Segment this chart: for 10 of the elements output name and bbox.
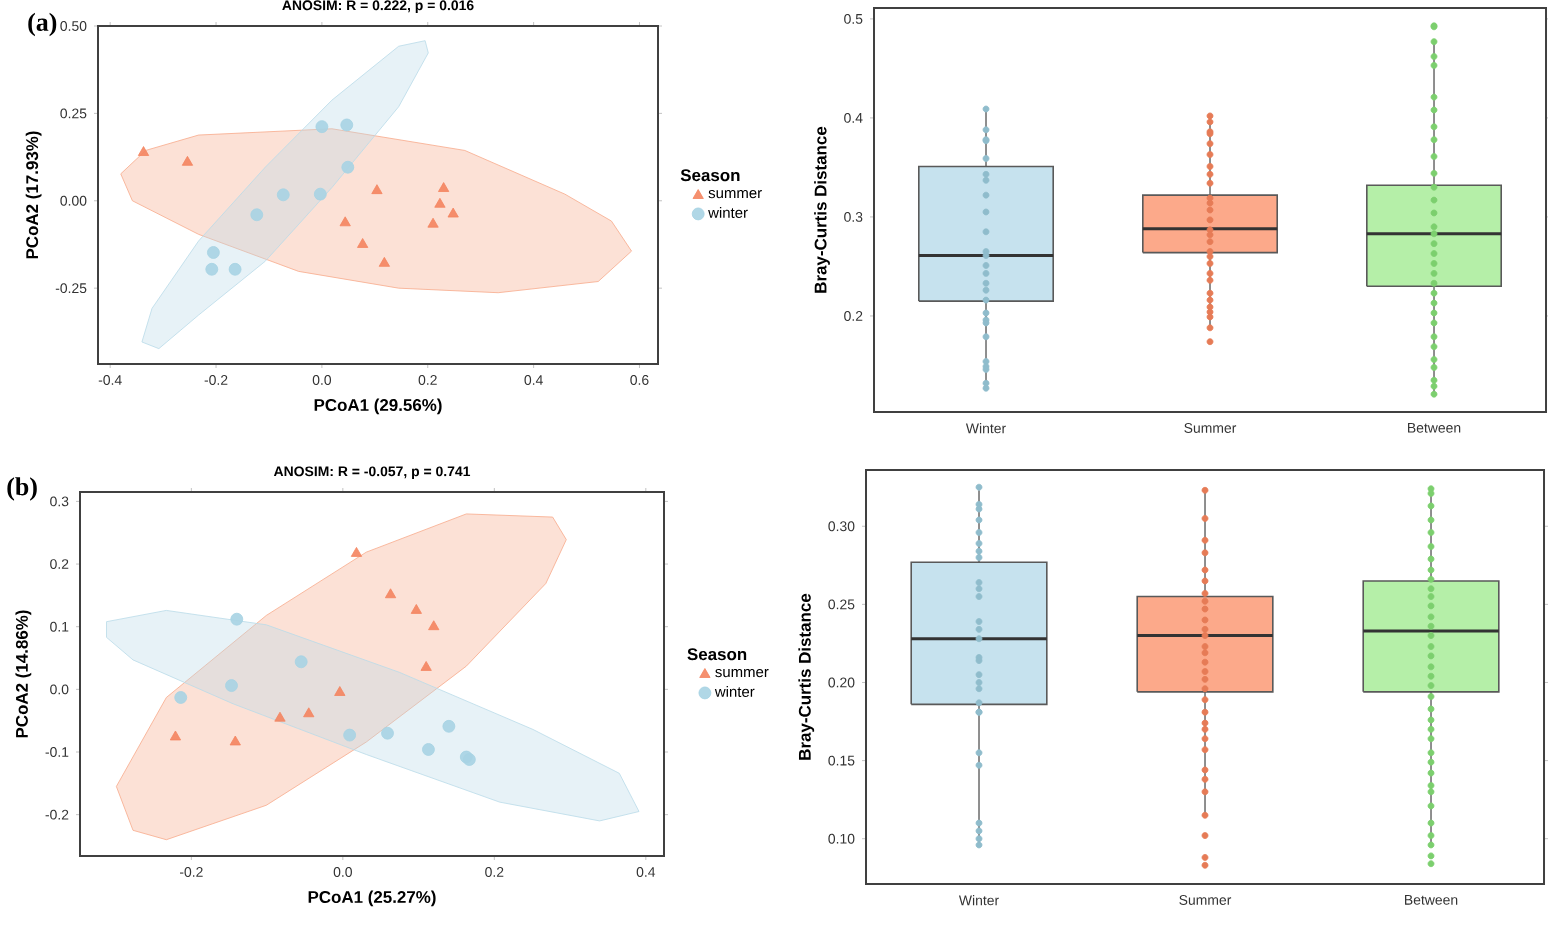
y-axis-title: Bray-Curtis Distance (798, 593, 815, 760)
x-axis-title: PCoA1 (29.56%) (314, 398, 442, 415)
text: (b) (7, 477, 37, 501)
text: (a) (28, 12, 57, 37)
y-axis-title: PCoA2 (14.86%) (15, 610, 32, 738)
x-axis-title: PCoA1 (25.27%) (308, 890, 436, 907)
legend-title: Season (680, 169, 740, 182)
y-axis-title: Bray-Curtis Distance (814, 126, 830, 293)
y-axis-title: PCoA2 (17.93%) (25, 131, 42, 259)
legend-title: Season (687, 648, 747, 661)
